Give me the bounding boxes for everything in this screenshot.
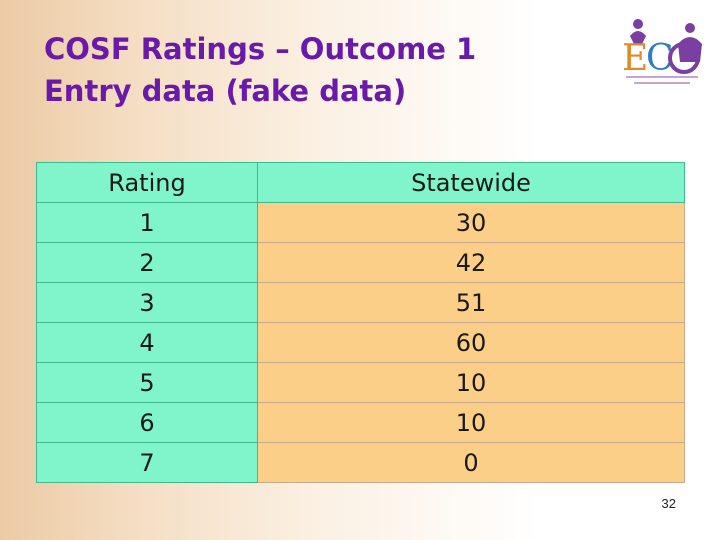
svg-text:E: E xyxy=(622,38,648,79)
header-statewide: Statewide xyxy=(257,162,685,203)
header-rating: Rating xyxy=(36,162,258,203)
statewide-cell: 10 xyxy=(257,362,685,403)
statewide-cell: 51 xyxy=(257,282,685,323)
table-row: 7 0 xyxy=(36,442,685,483)
rating-cell: 3 xyxy=(36,282,258,323)
slide-title-line-2: Entry data (fake data) xyxy=(44,74,407,108)
statewide-cell: 60 xyxy=(257,322,685,363)
rating-cell: 7 xyxy=(36,442,258,483)
rating-cell: 4 xyxy=(36,322,258,363)
statewide-cell: 0 xyxy=(257,442,685,483)
table-row: 6 10 xyxy=(36,402,685,443)
ratings-table: Rating Statewide 1 30 2 42 3 51 4 60 5 1… xyxy=(36,162,685,483)
table-row: 2 42 xyxy=(36,242,685,283)
rating-cell: 2 xyxy=(36,242,258,283)
table-header-row: Rating Statewide xyxy=(36,162,685,203)
statewide-cell: 42 xyxy=(257,242,685,283)
table-row: 1 30 xyxy=(36,202,685,243)
statewide-cell: 10 xyxy=(257,402,685,443)
eco-logo-icon: E C xyxy=(622,19,702,84)
rating-cell: 5 xyxy=(36,362,258,403)
page-number: 32 xyxy=(661,496,676,511)
table-row: 3 51 xyxy=(36,282,685,323)
slide-title: COSF Ratings – Outcome 1 Entry data (fak… xyxy=(44,28,476,112)
table-row: 4 60 xyxy=(36,322,685,363)
rating-cell: 6 xyxy=(36,402,258,443)
slide-title-line-1: COSF Ratings – Outcome 1 xyxy=(44,32,477,66)
rating-cell: 1 xyxy=(36,202,258,243)
table-row: 5 10 xyxy=(36,362,685,403)
statewide-cell: 30 xyxy=(257,202,685,243)
